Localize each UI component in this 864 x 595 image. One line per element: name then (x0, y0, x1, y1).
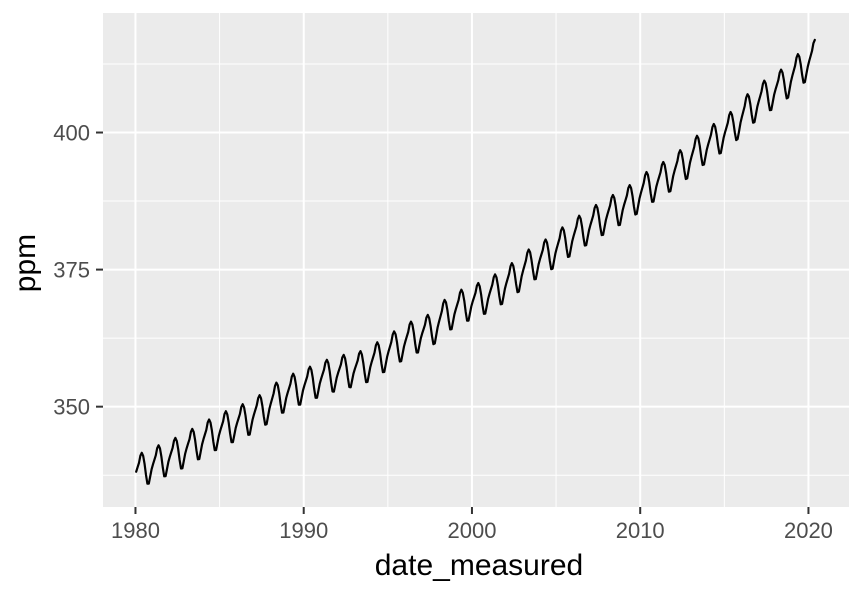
gridlines-minor (103, 13, 849, 507)
y-tick-label: 350 (53, 395, 90, 420)
co2-line (135, 38, 816, 485)
x-tick-label: 2010 (616, 518, 665, 543)
plot-panel (103, 13, 849, 507)
y-tick-label: 400 (53, 121, 90, 146)
x-tick-label: 2020 (784, 518, 833, 543)
y-axis-title: ppm (9, 234, 42, 292)
x-axis-title: date_measured (375, 549, 583, 582)
gridlines-major (103, 13, 849, 507)
y-tick-label: 375 (53, 258, 90, 283)
x-tick-label: 1980 (111, 518, 160, 543)
x-tick-label: 1990 (279, 518, 328, 543)
y-axis-ticks (96, 131, 103, 408)
y-axis-tick-labels: 350 375 400 (53, 121, 90, 420)
x-tick-label: 2000 (447, 518, 496, 543)
x-axis-ticks (134, 507, 810, 514)
x-axis-tick-labels: 1980 1990 2000 2010 2020 (111, 518, 833, 543)
